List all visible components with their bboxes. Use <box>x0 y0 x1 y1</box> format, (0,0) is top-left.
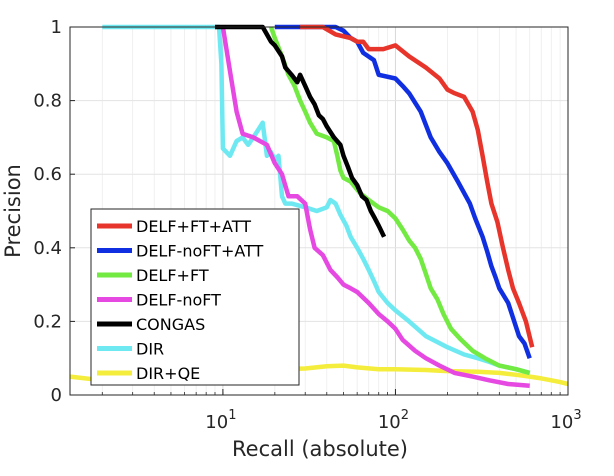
plot-frame <box>69 26 569 396</box>
legend-label: DIR+QE <box>136 364 200 383</box>
y-axis-title: Precision <box>1 164 25 258</box>
x-tick-label-exponent: 2 <box>401 408 409 423</box>
x-tick-label-base: 10 <box>205 412 228 433</box>
series-line-delf-ft-att <box>300 24 535 348</box>
y-tick-label: 0.6 <box>33 164 62 185</box>
y-tick-label: 1 <box>51 17 62 38</box>
series-line-congas <box>215 24 387 238</box>
series-line-delf-ft <box>268 26 531 376</box>
y-tick-label: 0 <box>51 385 62 406</box>
x-tick-label: 101 <box>205 408 236 433</box>
x-tick-label-exponent: 3 <box>573 408 581 423</box>
x-tick-label: 103 <box>550 408 581 433</box>
x-tick-label-base: 10 <box>378 412 401 433</box>
x-axis-title: Recall (absolute) <box>232 437 408 461</box>
legend-label: DELF-noFT <box>136 291 221 310</box>
legend-label: DELF+FT <box>136 266 209 285</box>
legend-label: DELF-noFT+ATT <box>136 242 264 261</box>
x-tick-label-base: 10 <box>550 412 573 433</box>
x-tick-label-exponent: 1 <box>228 408 236 423</box>
series-line-delf-noft <box>220 26 530 389</box>
y-tick-label: 0.8 <box>33 91 62 112</box>
series-line-dir <box>102 24 531 376</box>
legend-label: DIR <box>136 340 164 359</box>
legend-label: CONGAS <box>136 315 205 334</box>
x-tick-label: 102 <box>378 408 409 433</box>
y-tick-label: 0.4 <box>33 238 62 259</box>
legend: DELF+FT+ATT DELF-noFT+ATT DELF+FT DELF-noFT… <box>90 208 300 386</box>
y-tick-label: 0.2 <box>33 311 62 332</box>
ticks <box>70 26 569 396</box>
legend-label: DELF+FT+ATT <box>136 217 251 236</box>
